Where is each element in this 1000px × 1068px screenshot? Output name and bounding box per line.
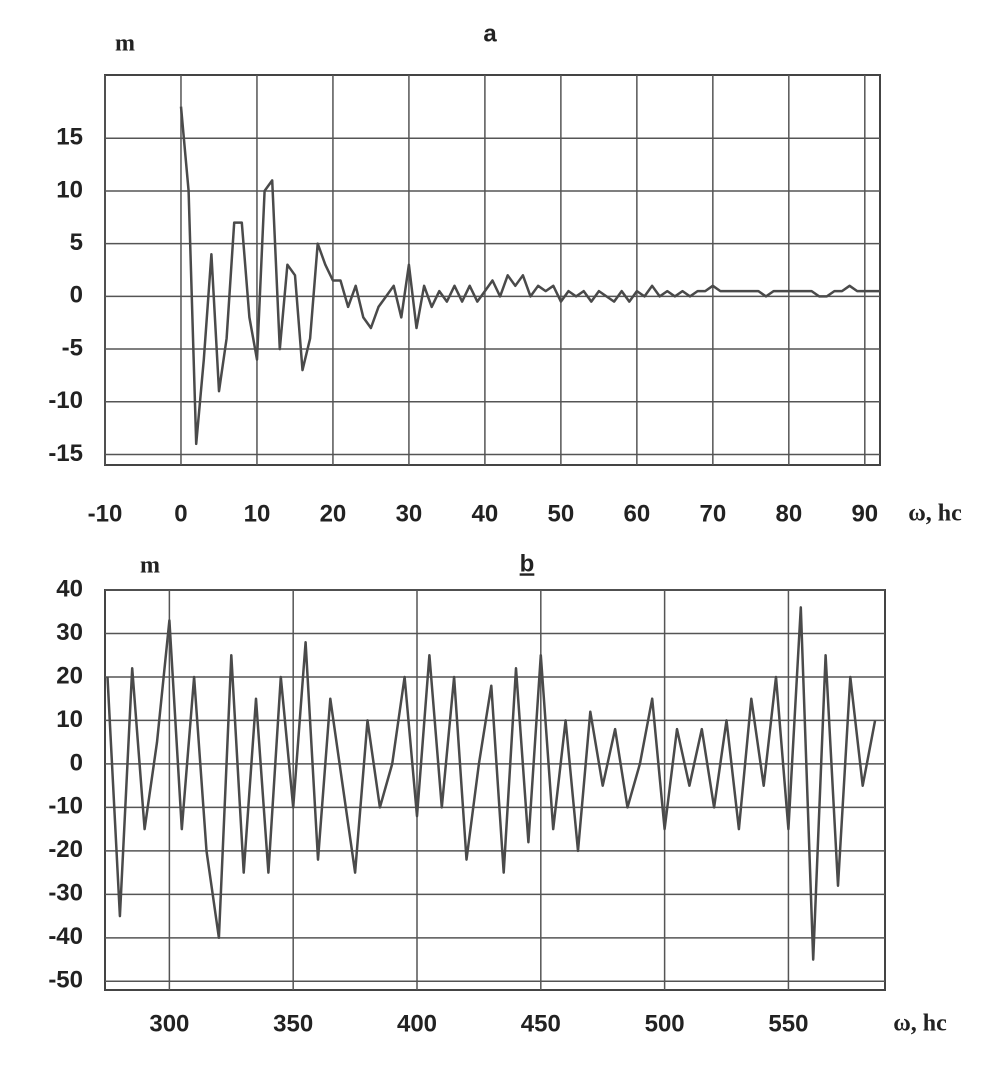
- x-tick-label: 300: [149, 1010, 189, 1037]
- y-tick-label: -40: [48, 923, 83, 950]
- x-tick-label: 50: [548, 500, 575, 527]
- x-tick-label: 30: [396, 500, 423, 527]
- y-tick-label: -30: [48, 880, 83, 907]
- x-tick-label: -10: [88, 500, 123, 527]
- y-tick-label: 0: [70, 749, 83, 776]
- x-tick-label: 40: [472, 500, 499, 527]
- x-tick-label: 450: [521, 1010, 561, 1037]
- chart-title: a: [483, 20, 497, 47]
- x-tick-label: 90: [851, 500, 878, 527]
- plot-frame: [104, 589, 886, 991]
- y-axis-label: m: [115, 31, 135, 57]
- y-tick-label: 30: [56, 619, 83, 646]
- y-tick-label: -15: [48, 440, 83, 467]
- plot-frame: [104, 74, 881, 466]
- y-tick-label: 10: [56, 706, 83, 733]
- chart-title: b: [520, 550, 535, 577]
- y-axis-label: m: [140, 553, 160, 579]
- y-tick-label: 20: [56, 662, 83, 689]
- x-tick-label: 0: [174, 500, 187, 527]
- y-tick-label: -5: [62, 334, 83, 361]
- x-tick-label: 60: [624, 500, 651, 527]
- y-tick-label: 10: [56, 176, 83, 203]
- x-tick-label: 550: [768, 1010, 808, 1037]
- y-tick-label: -10: [48, 793, 83, 820]
- x-tick-label: 10: [244, 500, 271, 527]
- y-tick-label: 5: [70, 229, 83, 256]
- y-tick-label: 0: [70, 282, 83, 309]
- x-axis-label: ω, hc: [908, 501, 962, 527]
- y-tick-label: -10: [48, 387, 83, 414]
- y-tick-label: -20: [48, 836, 83, 863]
- x-tick-label: 70: [699, 500, 726, 527]
- x-tick-label: 80: [775, 500, 802, 527]
- data-line: [179, 106, 880, 446]
- x-tick-label: 350: [273, 1010, 313, 1037]
- data-line: [106, 606, 877, 961]
- x-tick-label: 400: [397, 1010, 437, 1037]
- x-tick-label: 500: [645, 1010, 685, 1037]
- y-tick-label: -50: [48, 967, 83, 994]
- y-tick-label: 40: [56, 575, 83, 602]
- x-tick-label: 20: [320, 500, 347, 527]
- y-tick-label: 15: [56, 124, 83, 151]
- x-axis-label: ω, hc: [893, 1011, 947, 1037]
